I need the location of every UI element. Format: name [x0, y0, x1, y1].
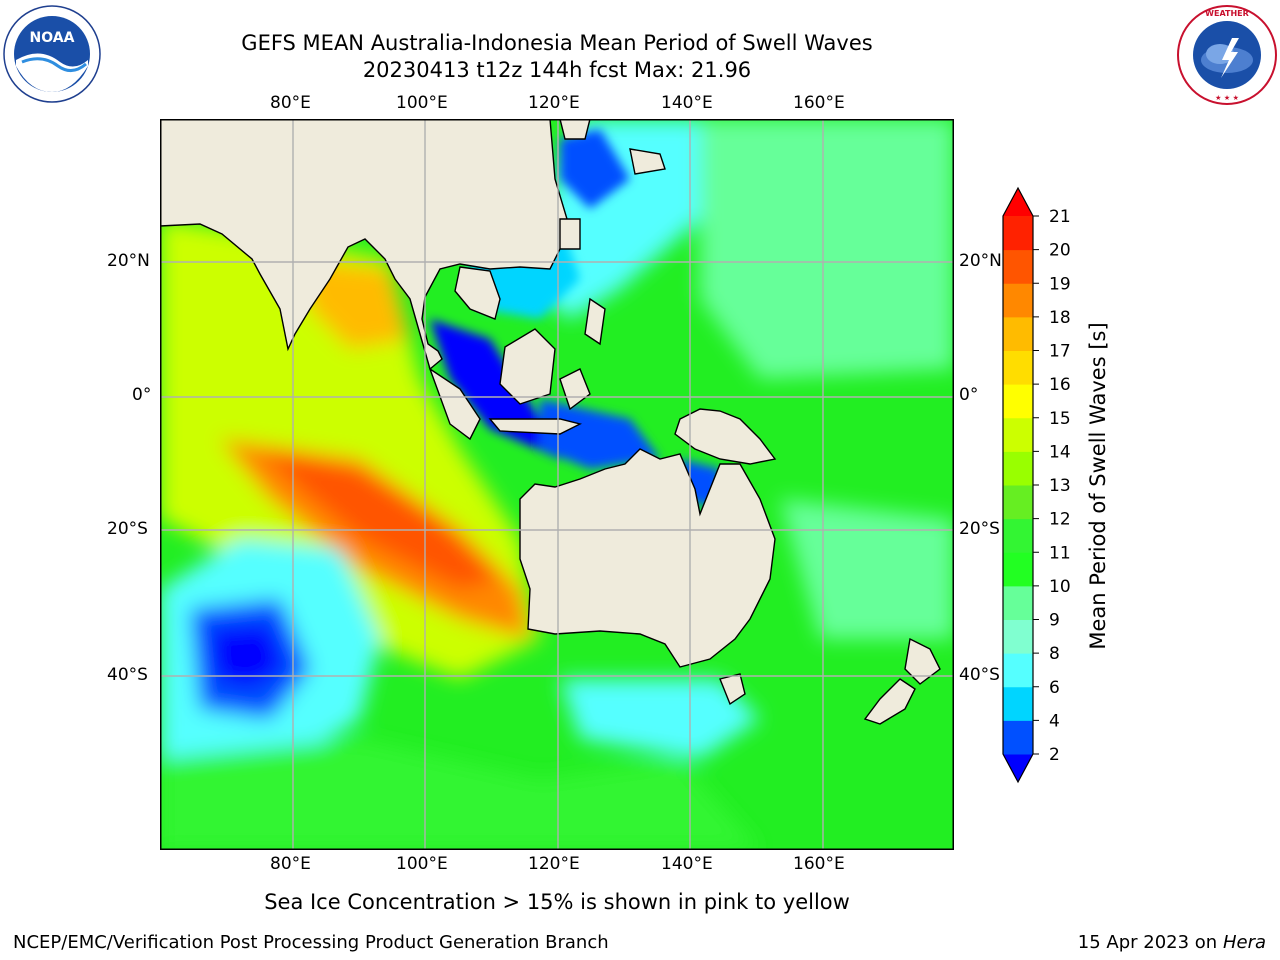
colorbar-tick-label: 21: [1049, 207, 1071, 227]
colorbar-label: Mean Period of Swell Waves [s]: [1086, 322, 1110, 650]
lon-tick-top: 120°E: [528, 93, 580, 113]
colorbar-bin: [1003, 653, 1033, 688]
colorbar-bin: [1003, 417, 1033, 452]
sea-ice-note: Sea Ice Concentration > 15% is shown in …: [264, 890, 850, 914]
colorbar-bin: [1003, 249, 1033, 284]
colorbar-under-arrow: [1003, 754, 1033, 782]
colorbar: 2 4 6 8 9 10 11 12 13 14 15 16 17 18 19 20 21: [1002, 186, 1071, 784]
chart-title: GEFS MEAN Australia-Indonesia Mean Perio…: [241, 31, 873, 55]
lon-tick-bottom: 160°E: [793, 854, 845, 874]
colorbar-bin: [1003, 585, 1033, 620]
nws-logo-icon: WEATHER ★ ★ ★: [1177, 5, 1277, 105]
colorbar-tick-label: 20: [1049, 241, 1071, 261]
colorbar-bin: [1003, 485, 1033, 520]
svg-text:★ ★ ★: ★ ★ ★: [1215, 94, 1239, 102]
lon-tick-top: 80°E: [270, 93, 311, 113]
colorbar-tick-label: 6: [1049, 678, 1060, 698]
lat-tick-left: 0°: [132, 385, 152, 405]
noaa-logo-icon: NOAA: [3, 5, 101, 103]
noaa-logo-text: NOAA: [30, 30, 75, 46]
colorbar-tick-label: 10: [1049, 577, 1071, 597]
colorbar-tick-label: 11: [1049, 543, 1071, 563]
footer-date-text: 15 Apr 2023 on: [1077, 932, 1223, 953]
chart-subtitle: 20230413 t12z 144h fcst Max: 21.96: [362, 58, 752, 82]
lat-tick-left: 40°S: [107, 665, 148, 685]
colorbar-bin: [1003, 451, 1033, 486]
colorbar-tick-label: 18: [1049, 308, 1071, 328]
colorbar-over-arrow: [1003, 188, 1033, 216]
colorbar-bin: [1003, 518, 1033, 553]
colorbar-bin: [1003, 552, 1033, 587]
lon-tick-bottom: 100°E: [396, 854, 448, 874]
lon-tick-top: 100°E: [396, 93, 448, 113]
lon-tick-top: 140°E: [661, 93, 713, 113]
colorbar-bin: [1003, 384, 1033, 419]
colorbar-tick-label: 8: [1049, 644, 1060, 664]
colorbar-bin: [1003, 216, 1033, 251]
colorbar-bin: [1003, 720, 1033, 755]
lat-tick-left: 20°S: [107, 519, 148, 539]
colorbar-bin: [1003, 350, 1033, 385]
colorbar-tick-label: 19: [1049, 274, 1071, 294]
colorbar-tick-label: 14: [1049, 442, 1071, 462]
colorbar-bin: [1003, 283, 1033, 318]
lat-tick-right: 0°: [959, 385, 979, 405]
lon-tick-top: 160°E: [793, 93, 845, 113]
footer-credit: NCEP/EMC/Verification Post Processing Pr…: [13, 932, 609, 953]
colorbar-bin: [1003, 686, 1033, 721]
swell-period-map: [160, 119, 954, 850]
footer-machine: Hera: [1222, 932, 1266, 953]
land: [160, 119, 941, 725]
colorbar-tick-label: 9: [1049, 611, 1060, 631]
colorbar-tick-label: 17: [1049, 342, 1071, 362]
colorbar-bin: [1003, 619, 1033, 654]
colorbar-bin: [1003, 316, 1033, 351]
lat-tick-left: 20°N: [107, 251, 150, 271]
lat-tick-right: 20°N: [959, 251, 1002, 271]
colorbar-tick-label: 4: [1049, 711, 1060, 731]
colorbar-tick-label: 15: [1049, 409, 1071, 429]
map-border: [160, 119, 954, 850]
colorbar-tick-label: 2: [1049, 745, 1060, 765]
graticule: [160, 119, 954, 850]
svg-text:WEATHER: WEATHER: [1205, 9, 1249, 18]
lon-tick-bottom: 140°E: [661, 854, 713, 874]
lat-tick-right: 40°S: [959, 665, 1000, 685]
lat-tick-right: 20°S: [959, 519, 1000, 539]
colorbar-tick-label: 16: [1049, 375, 1071, 395]
colorbar-tick-label: 13: [1049, 476, 1071, 496]
colorbar-tick-label: 12: [1049, 510, 1071, 530]
footer-date: 15 Apr 2023 on Hera: [1078, 932, 1266, 953]
lon-tick-bottom: 80°E: [270, 854, 311, 874]
lon-tick-bottom: 120°E: [528, 854, 580, 874]
